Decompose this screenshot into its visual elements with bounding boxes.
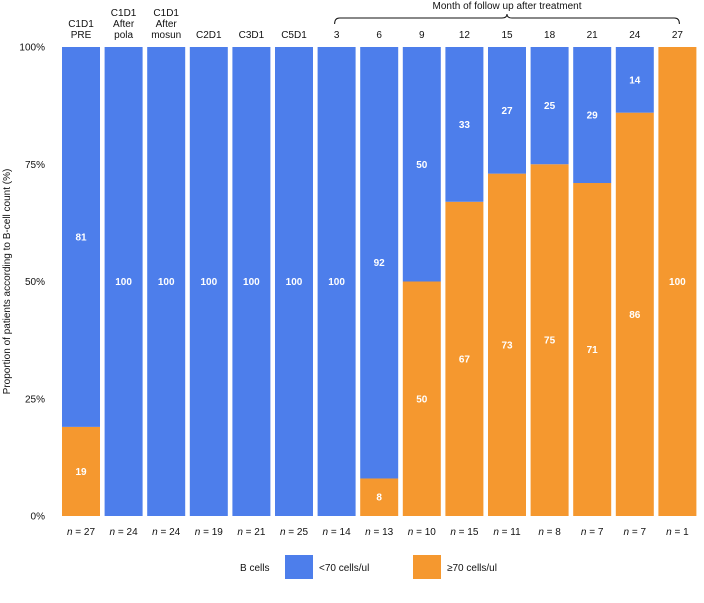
bars: 19 81 100 100 100 100 100 100 8 92 50 50 67 33 73 27 75 2… xyxy=(62,47,697,516)
category-label: C1D1 After mosun xyxy=(151,8,181,41)
category-labels: C1D1 PRE C1D1 After pola C1D1 After mosun C2D1 C3… xyxy=(68,8,683,41)
category-label: 18 xyxy=(544,30,556,41)
bar-segment-below-70 xyxy=(488,47,526,174)
category-label: 15 xyxy=(501,30,513,41)
sample-size-label: n = 13 xyxy=(365,527,394,538)
bar-segment-at-least-70 xyxy=(62,426,100,516)
bar-segment-below-70 xyxy=(104,47,143,516)
y-tick-label: 25% xyxy=(25,394,45,405)
legend-swatch-at-least-70 xyxy=(413,555,441,579)
bar-value-label: 100 xyxy=(243,277,260,288)
bar-segment-below-70 xyxy=(573,47,612,184)
sample-size-label: n = 25 xyxy=(280,527,309,538)
bar-value-label: 100 xyxy=(115,277,132,288)
sample-size-label: n = 24 xyxy=(152,527,181,538)
bar-value-label: 100 xyxy=(200,277,217,288)
category-label: 9 xyxy=(419,30,425,41)
category-label: 21 xyxy=(587,30,599,41)
category-label: C2D1 xyxy=(196,30,222,41)
sample-size-label: n = 7 xyxy=(624,527,647,538)
category-label: C3D1 xyxy=(239,30,265,41)
bar-segment-below-70 xyxy=(317,47,356,516)
bar-value-label: 27 xyxy=(501,106,513,117)
bar-segment-below-70 xyxy=(275,47,313,516)
legend: B cells <70 cells/ul ≥70 cells/ul xyxy=(240,555,497,579)
sample-size-label: n = 14 xyxy=(323,527,352,538)
category-label: 24 xyxy=(629,30,641,41)
y-axis-ticks: 0% 25% 50% 75% 100% xyxy=(19,43,45,523)
y-axis-title: Proportion of patients according to B-ce… xyxy=(2,169,13,395)
bar-value-label: 50 xyxy=(416,394,428,405)
bar-value-label: 8 xyxy=(376,493,382,504)
bar-segment-below-70 xyxy=(402,47,441,282)
sample-size-label: n = 11 xyxy=(493,527,521,538)
bracket-line xyxy=(334,13,680,25)
category-label: 12 xyxy=(459,30,471,41)
category-label: 6 xyxy=(376,30,382,41)
sample-size-label: n = 15 xyxy=(450,527,479,538)
follow-up-bracket: Month of follow up after treatment xyxy=(334,1,680,25)
bar-segment-at-least-70 xyxy=(530,164,569,516)
bar-value-label: 33 xyxy=(459,120,471,131)
bar-segment-at-least-70 xyxy=(445,201,484,516)
bar-segment-below-70 xyxy=(147,47,186,516)
sample-size-label: n = 10 xyxy=(408,527,437,538)
bar-segment-below-70 xyxy=(445,47,484,202)
bracket-label: Month of follow up after treatment xyxy=(433,1,582,12)
sample-size-label: n = 19 xyxy=(195,527,224,538)
sample-size-label: n = 1 xyxy=(666,527,689,538)
sample-size-label: n = 7 xyxy=(581,527,604,538)
bar-value-label: 92 xyxy=(374,258,386,269)
sample-size-label: n = 24 xyxy=(110,527,139,538)
bar-segment-at-least-70 xyxy=(573,183,612,516)
bar-value-label: 14 xyxy=(629,75,641,86)
category-label: 3 xyxy=(334,30,340,41)
category-label: 27 xyxy=(672,30,684,41)
bar-segment-below-70 xyxy=(360,47,399,479)
sample-size-label: n = 27 xyxy=(67,527,96,538)
bar-value-label: 100 xyxy=(669,277,686,288)
bar-value-label: 75 xyxy=(544,336,556,347)
bar-segment-below-70 xyxy=(189,47,228,516)
y-tick-label: 50% xyxy=(25,277,45,288)
y-tick-label: 100% xyxy=(19,43,45,54)
legend-label-at-least-70: ≥70 cells/ul xyxy=(447,563,497,574)
bar-segment-below-70 xyxy=(62,47,100,427)
bar-segment-at-least-70 xyxy=(488,173,526,516)
bar-value-label: 25 xyxy=(544,101,556,112)
bar-value-label: 50 xyxy=(416,160,428,171)
y-tick-label: 0% xyxy=(31,512,46,523)
sample-size-label: n = 8 xyxy=(538,527,561,538)
category-label: C5D1 xyxy=(281,30,307,41)
bar-value-label: 67 xyxy=(459,354,471,365)
legend-label-below-70: <70 cells/ul xyxy=(319,563,369,574)
legend-title: B cells xyxy=(240,563,269,574)
bar-segment-below-70 xyxy=(232,47,271,516)
y-tick-label: 75% xyxy=(25,160,45,171)
bar-segment-below-70 xyxy=(615,47,654,113)
bar-value-label: 100 xyxy=(328,277,345,288)
bar-segment-at-least-70 xyxy=(402,281,441,516)
bar-segment-at-least-70 xyxy=(658,47,697,516)
bar-value-label: 100 xyxy=(158,277,175,288)
bar-value-label: 29 xyxy=(587,111,599,122)
bar-value-label: 71 xyxy=(587,345,599,356)
bar-value-label: 81 xyxy=(75,232,87,243)
legend-swatch-below-70 xyxy=(285,555,313,579)
sample-size-labels: n = 27 n = 24 n = 24 n = 19 n = 21 n = 25 n = … xyxy=(67,527,689,538)
sample-size-label: n = 21 xyxy=(237,527,266,538)
bar-value-label: 73 xyxy=(501,340,513,351)
bar-segment-at-least-70 xyxy=(615,112,654,516)
bar-value-label: 100 xyxy=(286,277,303,288)
category-label: C1D1 After pola xyxy=(111,8,137,41)
bar-value-label: 19 xyxy=(75,467,87,478)
category-label: C1D1 PRE xyxy=(68,19,94,41)
bar-segment-below-70 xyxy=(530,47,569,165)
bar-value-label: 86 xyxy=(629,310,641,321)
bar-segment-at-least-70 xyxy=(360,478,399,516)
